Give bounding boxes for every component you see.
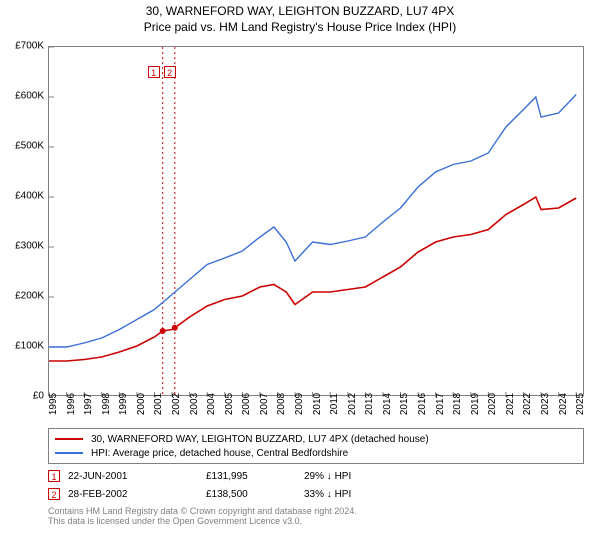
- x-tick-label: 1997: [83, 393, 94, 415]
- legend-row: HPI: Average price, detached house, Cent…: [55, 446, 577, 460]
- x-tick-label: 2006: [241, 393, 252, 415]
- x-tick-label: 2008: [276, 393, 287, 415]
- x-tick-label: 2001: [153, 393, 164, 415]
- x-tick-label: 1998: [101, 393, 112, 415]
- x-tick-label: 2019: [470, 393, 481, 415]
- y-tick-label: £200K: [15, 291, 44, 302]
- legend-label: HPI: Average price, detached house, Cent…: [91, 448, 348, 459]
- x-tick-label: 2013: [364, 393, 375, 415]
- chart: £0£100K£200K£300K£400K£500K£600K£700K199…: [48, 46, 584, 396]
- x-tick-label: 2017: [435, 393, 446, 415]
- y-tick-label: £500K: [15, 141, 44, 152]
- x-tick-label: 1996: [66, 393, 77, 415]
- x-tick-label: 2022: [522, 393, 533, 415]
- x-tick-label: 2021: [505, 393, 516, 415]
- sale-marker-flag: 2: [164, 66, 176, 78]
- x-tick-label: 2016: [417, 393, 428, 415]
- y-tick-label: £700K: [15, 41, 44, 52]
- x-tick-label: 2010: [312, 393, 323, 415]
- legend-swatch: [55, 438, 83, 440]
- x-tick-label: 2009: [294, 393, 305, 415]
- sale-date: 28-FEB-2002: [68, 489, 198, 500]
- sale-date: 22-JUN-2001: [68, 471, 198, 482]
- x-tick-label: 2024: [558, 393, 569, 415]
- y-tick-label: £600K: [15, 91, 44, 102]
- legend-label: 30, WARNEFORD WAY, LEIGHTON BUZZARD, LU7…: [91, 434, 429, 445]
- x-tick-label: 2020: [487, 393, 498, 415]
- y-tick-label: £400K: [15, 191, 44, 202]
- x-tick-label: 2005: [224, 393, 235, 415]
- x-tick-label: 2012: [347, 393, 358, 415]
- sale-row: 1 22-JUN-2001 £131,995 29% ↓ HPI: [48, 470, 584, 482]
- plot-area: [48, 46, 584, 396]
- title-block: 30, WARNEFORD WAY, LEIGHTON BUZZARD, LU7…: [0, 0, 600, 34]
- sale-row: 2 28-FEB-2002 £138,500 33% ↓ HPI: [48, 488, 584, 500]
- legend-row: 30, WARNEFORD WAY, LEIGHTON BUZZARD, LU7…: [55, 432, 577, 446]
- x-tick-label: 2002: [171, 393, 182, 415]
- x-tick-label: 2011: [329, 393, 340, 415]
- sale-marker-flag: 1: [148, 66, 160, 78]
- footer-line-2: This data is licensed under the Open Gov…: [48, 516, 584, 526]
- title-subtitle: Price paid vs. HM Land Registry's House …: [0, 20, 600, 34]
- sale-price: £138,500: [206, 489, 296, 500]
- x-tick-label: 2018: [452, 393, 463, 415]
- x-tick-label: 2004: [206, 393, 217, 415]
- sale-price: £131,995: [206, 471, 296, 482]
- y-tick-label: £300K: [15, 241, 44, 252]
- page: 30, WARNEFORD WAY, LEIGHTON BUZZARD, LU7…: [0, 0, 600, 560]
- x-tick-label: 2007: [259, 393, 270, 415]
- footer-line-1: Contains HM Land Registry data © Crown c…: [48, 506, 584, 516]
- x-tick-label: 2000: [136, 393, 147, 415]
- x-tick-label: 2014: [382, 393, 393, 415]
- legend-box: 30, WARNEFORD WAY, LEIGHTON BUZZARD, LU7…: [48, 428, 584, 464]
- plot-svg: [49, 47, 585, 397]
- y-tick-label: £100K: [15, 341, 44, 352]
- sales-block: 1 22-JUN-2001 £131,995 29% ↓ HPI 2 28-FEB-200…: [48, 470, 584, 500]
- sale-pct: 33% ↓ HPI: [304, 489, 394, 500]
- legend-swatch: [55, 452, 83, 454]
- x-tick-label: 1995: [48, 393, 59, 415]
- sale-pct: 29% ↓ HPI: [304, 471, 394, 482]
- legend-and-sales: 30, WARNEFORD WAY, LEIGHTON BUZZARD, LU7…: [48, 428, 584, 526]
- footer: Contains HM Land Registry data © Crown c…: [48, 506, 584, 526]
- x-tick-label: 2025: [575, 393, 586, 415]
- x-tick-label: 1999: [118, 393, 129, 415]
- sale-row-marker: 2: [48, 488, 60, 500]
- y-tick-label: £0: [33, 391, 44, 402]
- x-tick-label: 2015: [399, 393, 410, 415]
- title-address: 30, WARNEFORD WAY, LEIGHTON BUZZARD, LU7…: [0, 4, 600, 18]
- x-tick-label: 2023: [540, 393, 551, 415]
- x-tick-label: 2003: [189, 393, 200, 415]
- sale-row-marker: 1: [48, 470, 60, 482]
